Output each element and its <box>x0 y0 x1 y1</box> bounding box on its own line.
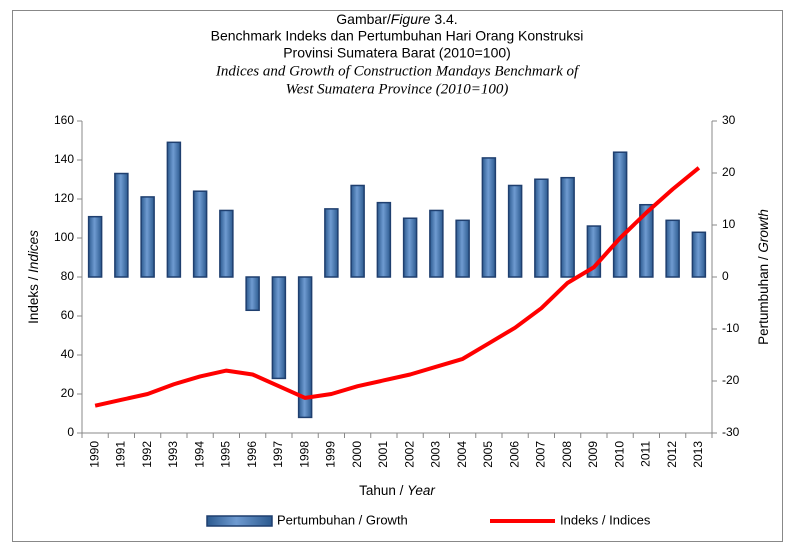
bar <box>507 184 523 278</box>
bar <box>219 209 234 278</box>
x-tick-label: 1992 <box>140 441 154 468</box>
y2-tick-label: 0 <box>722 269 729 283</box>
x-tick-label: 2008 <box>560 441 574 468</box>
x-tick-label: 2003 <box>429 441 443 468</box>
y2-tick-label: 10 <box>722 217 736 231</box>
y-tick-label: 120 <box>54 191 74 205</box>
y-tick-label: 40 <box>61 347 75 361</box>
title-line: Benchmark Indeks dan Pertumbuhan Hari Or… <box>211 28 584 44</box>
y2-axis-label: Pertumbuhan / Growth <box>756 209 771 345</box>
x-tick-label: 2011 <box>639 441 653 467</box>
x-tick-label: 2006 <box>507 441 521 468</box>
x-tick-label: 1993 <box>166 441 180 468</box>
y-tick-label: 100 <box>54 230 74 244</box>
title-line: Indices and Growth of Construction Manda… <box>215 63 580 79</box>
bar <box>402 217 418 278</box>
y-tick-label: 0 <box>67 425 74 439</box>
x-tick-label: 2012 <box>665 441 679 468</box>
bar <box>324 208 339 278</box>
bar <box>639 203 654 278</box>
x-tick-label: 2004 <box>455 441 469 468</box>
bar <box>114 172 129 278</box>
title-line: Gambar/Figure 3.4. <box>336 11 457 27</box>
y2-tick-label: -20 <box>722 373 740 387</box>
bar <box>665 219 680 278</box>
x-tick-label: 1998 <box>297 441 311 468</box>
y2-tick-label: 30 <box>722 113 736 127</box>
x-tick-label: 2000 <box>350 441 364 468</box>
x-tick-label: 1990 <box>87 441 101 468</box>
bar <box>534 178 549 278</box>
x-tick-label: 2007 <box>534 441 548 468</box>
bar <box>192 190 208 278</box>
y-axis-label: Indeks / Indices <box>26 230 41 324</box>
bar <box>612 151 628 278</box>
line <box>94 166 701 408</box>
legend-label: Indeks / Indices <box>560 512 651 527</box>
bar <box>245 276 260 312</box>
x-tick-label: 2013 <box>691 441 705 468</box>
y-tick-label: 20 <box>61 386 75 400</box>
x-tick-label: 2005 <box>481 441 495 468</box>
bar <box>691 231 707 278</box>
legend-label: Pertumbuhan / Growth <box>277 512 408 527</box>
x-axis-label: Tahun / Year <box>359 483 435 498</box>
bar <box>87 215 103 278</box>
bar <box>560 176 575 278</box>
bar <box>455 219 470 278</box>
x-tick-label: 1994 <box>192 441 206 468</box>
y2-tick-label: -10 <box>722 321 740 335</box>
x-tick-label: 1997 <box>271 441 285 468</box>
bar <box>481 157 497 278</box>
y-tick-label: 140 <box>54 152 74 166</box>
bar <box>429 209 444 278</box>
bar <box>350 184 365 278</box>
x-tick-label: 2010 <box>612 441 626 468</box>
y-tick-label: 80 <box>61 269 75 283</box>
bar <box>297 276 313 419</box>
bar <box>271 276 287 380</box>
x-tick-label: 1999 <box>324 441 338 468</box>
legend-swatch <box>206 515 273 527</box>
y-tick-label: 60 <box>61 308 75 322</box>
bar <box>376 201 392 278</box>
title-line: Provinsi Sumatera Barat (2010=100) <box>283 45 511 61</box>
bar <box>166 141 182 278</box>
x-tick-label: 1991 <box>114 441 128 468</box>
x-tick-label: 2001 <box>376 441 390 468</box>
x-tick-label: 2009 <box>586 441 600 468</box>
bar <box>140 196 155 278</box>
y-tick-label: 160 <box>54 113 74 127</box>
y2-tick-label: 20 <box>722 165 736 179</box>
x-tick-label: 1996 <box>245 441 259 468</box>
x-tick-label: 1995 <box>219 441 233 468</box>
y2-tick-label: -30 <box>722 425 740 439</box>
x-tick-label: 2002 <box>402 441 416 468</box>
title-line: West Sumatera Province (2010=100) <box>286 81 509 97</box>
